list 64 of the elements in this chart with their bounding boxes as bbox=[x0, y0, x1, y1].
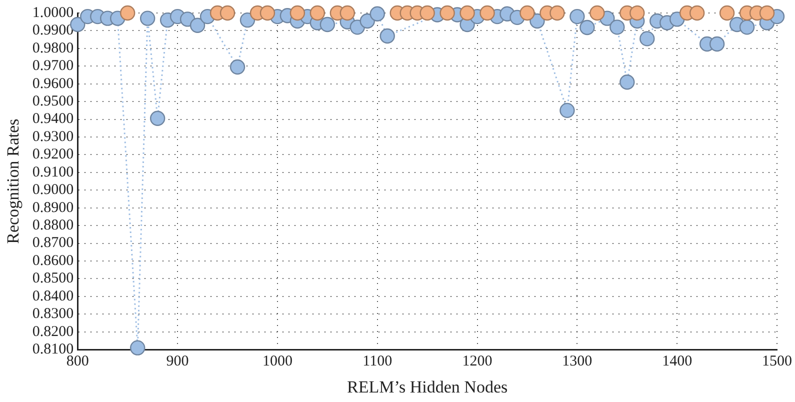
point bbox=[370, 6, 385, 22]
y-tick-label: 0.8200 bbox=[32, 324, 74, 340]
point bbox=[570, 8, 585, 24]
point bbox=[590, 5, 605, 21]
point bbox=[120, 5, 136, 21]
y-tick-label: 0.9500 bbox=[32, 94, 74, 110]
point bbox=[630, 5, 645, 21]
point bbox=[759, 5, 775, 21]
point bbox=[360, 13, 375, 29]
point bbox=[520, 5, 535, 21]
point bbox=[739, 20, 755, 35]
y-tick-label: 0.9000 bbox=[32, 182, 74, 198]
point bbox=[610, 20, 625, 35]
point bbox=[560, 102, 575, 118]
x-tick-label: 1200 bbox=[462, 354, 492, 370]
point bbox=[640, 31, 655, 46]
x-tick-label: 800 bbox=[66, 354, 89, 370]
y-tick-label: 0.8800 bbox=[32, 218, 74, 234]
y-tick-label: 0.9800 bbox=[32, 40, 74, 56]
point bbox=[260, 5, 276, 21]
y-tick-label: 0.9300 bbox=[32, 128, 74, 145]
x-tick-label: 1300 bbox=[562, 354, 592, 370]
point bbox=[140, 10, 156, 26]
y-tick-label: 1.0000 bbox=[32, 4, 74, 21]
point bbox=[480, 5, 495, 21]
point bbox=[689, 5, 705, 21]
y-tick-label: 0.9900 bbox=[32, 22, 74, 39]
point bbox=[550, 5, 565, 21]
point bbox=[620, 74, 635, 90]
y-tick-label: 0.8400 bbox=[32, 288, 74, 304]
point bbox=[220, 5, 236, 21]
point bbox=[380, 28, 395, 44]
y-tick-label: 0.9200 bbox=[32, 146, 74, 163]
x-tick-label: 1400 bbox=[662, 354, 692, 370]
point bbox=[230, 59, 246, 75]
x-tick-label: 1500 bbox=[762, 354, 792, 370]
y-tick-label: 0.9700 bbox=[32, 58, 74, 74]
point bbox=[240, 12, 256, 28]
y-tick-label: 0.9400 bbox=[32, 111, 74, 128]
point bbox=[420, 5, 435, 21]
y-tick-label: 0.8700 bbox=[32, 235, 74, 252]
point bbox=[290, 5, 306, 21]
x-tick-label: 1000 bbox=[262, 354, 292, 370]
x-axis-title: RELM’s Hidden Nodes bbox=[347, 377, 508, 396]
point bbox=[709, 36, 725, 52]
point bbox=[580, 20, 595, 36]
point bbox=[440, 5, 455, 21]
y-axis-title: Recognition Rates bbox=[4, 118, 23, 244]
point bbox=[320, 16, 336, 32]
x-tick-label: 1100 bbox=[362, 354, 392, 370]
y-tick-label: 0.8900 bbox=[32, 200, 74, 216]
y-tick-label: 0.9100 bbox=[32, 164, 74, 180]
x-tick-label: 900 bbox=[166, 354, 189, 370]
point bbox=[150, 110, 166, 126]
point bbox=[310, 5, 326, 21]
point bbox=[190, 18, 206, 33]
y-tick-label: 0.8300 bbox=[32, 306, 74, 322]
point bbox=[460, 5, 475, 21]
point bbox=[340, 5, 355, 21]
y-tick-label: 0.8600 bbox=[32, 252, 74, 269]
point bbox=[130, 340, 146, 356]
y-tick-label: 0.9600 bbox=[32, 76, 74, 92]
y-tick-label: 0.8500 bbox=[32, 270, 74, 287]
point bbox=[719, 5, 735, 21]
